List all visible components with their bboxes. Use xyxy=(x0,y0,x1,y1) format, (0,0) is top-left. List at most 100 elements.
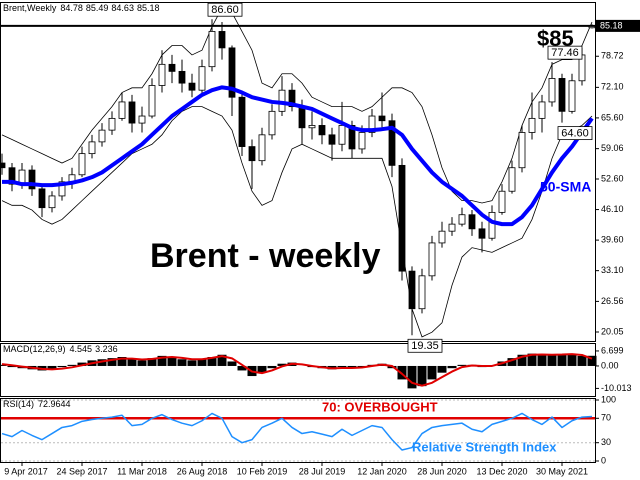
chart-title: Brent - weekly xyxy=(150,237,381,275)
macd-bar xyxy=(0,364,7,366)
band-line xyxy=(1,106,593,338)
macd-bar xyxy=(537,354,547,366)
macd-bar xyxy=(187,360,197,366)
candle-body xyxy=(528,117,536,133)
candle-body xyxy=(458,214,466,225)
macd-bar xyxy=(547,354,557,366)
macd-bar xyxy=(7,365,17,368)
x-tick-label: 30 May 2021 xyxy=(536,466,588,476)
price-note: $85 xyxy=(537,26,574,51)
x-tick-label: 9 Apr 2017 xyxy=(4,466,48,476)
macd-bar xyxy=(277,363,287,366)
annotation-label: 77.46 xyxy=(551,47,579,59)
candle-body xyxy=(188,82,196,91)
candle-body xyxy=(348,125,356,150)
macd-bar xyxy=(257,365,267,373)
candle-body xyxy=(478,228,486,239)
macd-bar xyxy=(427,365,437,380)
candle-body xyxy=(328,134,336,145)
candle-body xyxy=(428,242,436,277)
macd-bar xyxy=(447,365,457,369)
last-open: 84.78 xyxy=(60,3,83,13)
rsi-panel xyxy=(0,398,596,463)
candle-body xyxy=(218,31,226,49)
candle-body xyxy=(38,188,46,209)
candle-body xyxy=(298,106,306,129)
last-price-box xyxy=(596,19,640,32)
macd-bar xyxy=(577,355,587,366)
macd-bar xyxy=(57,365,67,368)
macd-bar xyxy=(207,357,217,366)
macd-label: MACD(12,26,9) xyxy=(3,344,66,354)
y-tick-label: 30 xyxy=(601,437,611,447)
candle-body xyxy=(558,78,566,112)
macd-bar xyxy=(407,365,417,389)
price-plot xyxy=(1,7,595,338)
macd-bar xyxy=(197,359,207,366)
candle-body xyxy=(58,181,66,197)
macd-bar xyxy=(417,365,427,387)
candle-body xyxy=(118,101,126,119)
candle-body xyxy=(378,115,386,122)
candle-body xyxy=(178,70,186,84)
annotation-box xyxy=(557,126,593,141)
y-tick-label: 26.56 xyxy=(601,296,624,306)
macd-bar xyxy=(237,365,247,371)
last-price-label: 85.18 xyxy=(600,20,623,30)
candle-body xyxy=(318,125,326,136)
macd-bar xyxy=(437,365,447,373)
macd-last: 4.545 xyxy=(70,344,93,354)
signal-line xyxy=(1,353,593,387)
y-tick-label: 100 xyxy=(601,394,616,404)
macd-header: MACD(12,26,9) 4.545 3.236 xyxy=(3,344,118,354)
macd-bar xyxy=(107,358,117,366)
macd-bar xyxy=(217,354,227,366)
candle-body xyxy=(238,96,246,147)
annotation-label: 64.60 xyxy=(561,128,589,140)
y-tick-label: 72.10 xyxy=(601,82,624,92)
macd-bar xyxy=(557,354,567,366)
candle-body xyxy=(498,190,506,213)
candle-body xyxy=(208,31,216,68)
y-tick-label: 6.699 xyxy=(601,345,624,355)
rsi-name: Relative Strength Index xyxy=(412,439,557,454)
candle-body xyxy=(568,80,576,112)
macd-bar xyxy=(157,355,167,366)
candle-body xyxy=(28,169,36,190)
macd-bar xyxy=(507,358,517,366)
x-tick-label: 13 Dec 2020 xyxy=(476,466,527,476)
signal-last: 3.236 xyxy=(95,344,118,354)
candle-body xyxy=(78,153,86,176)
macd-bar xyxy=(567,353,577,366)
x-tick-label: 26 Aug 2018 xyxy=(177,466,228,476)
candle-body xyxy=(308,125,316,129)
band-line xyxy=(1,7,593,204)
macd-bar xyxy=(517,354,527,366)
candle-body xyxy=(1,162,6,169)
macd-bar xyxy=(117,357,127,366)
x-tick-label: 28 Jun 2020 xyxy=(417,466,467,476)
y-tick-label: -10.013 xyxy=(601,383,632,393)
last-low: 84.63 xyxy=(111,3,134,13)
x-tick-label: 11 Mar 2018 xyxy=(117,466,167,476)
macd-bar xyxy=(67,364,77,366)
candle-body xyxy=(468,214,476,230)
macd-bar xyxy=(267,365,277,369)
candle-body xyxy=(448,223,456,232)
sma-label: 50-SMA xyxy=(540,179,591,195)
macd-bar xyxy=(97,359,107,366)
candle-body xyxy=(8,167,16,185)
candle-body xyxy=(538,101,546,119)
macd-bar xyxy=(527,353,537,366)
macd-bar xyxy=(587,355,597,366)
price-header: Brent,Weekly 84.78 85.49 84.63 85.18 xyxy=(3,3,159,13)
rsi-line xyxy=(1,412,593,451)
y-tick-label: 65.60 xyxy=(601,112,624,122)
candle-body xyxy=(248,146,256,162)
annotation-box xyxy=(547,45,583,60)
macd-bar xyxy=(457,364,467,366)
candle-body xyxy=(418,275,426,310)
candle-body xyxy=(288,89,296,108)
